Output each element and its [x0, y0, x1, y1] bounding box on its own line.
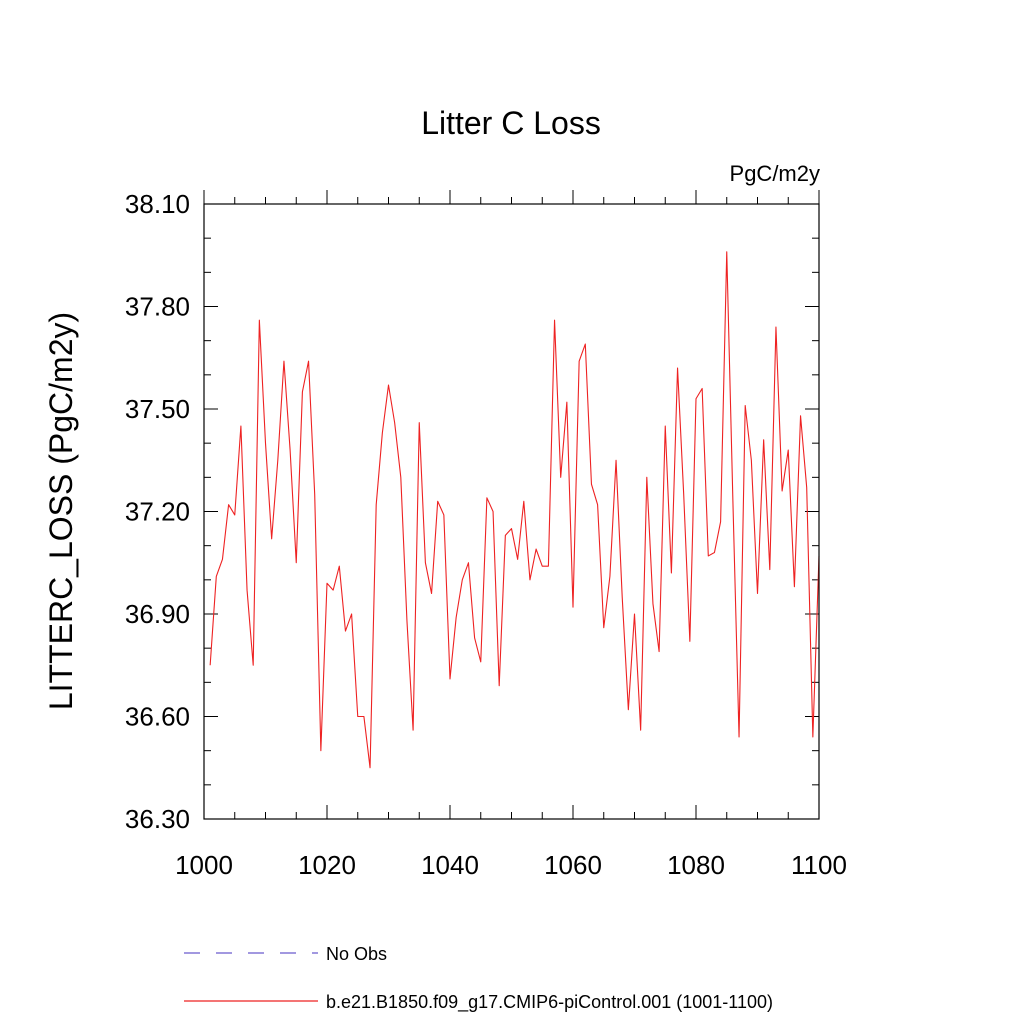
x-tick-label: 1020	[298, 850, 356, 880]
x-tick-label: 1080	[667, 850, 725, 880]
plot-area	[209, 251, 820, 769]
x-tick-label: 1040	[421, 850, 479, 880]
y-tick-label: 38.10	[125, 189, 190, 219]
y-tick-label: 36.60	[125, 702, 190, 732]
x-tick-label: 1000	[175, 850, 233, 880]
units-label: PgC/m2y	[730, 161, 820, 186]
plot-frame	[203, 203, 820, 820]
legend-label-model-run: b.e21.B1850.f09_g17.CMIP6-piControl.001 …	[326, 992, 773, 1013]
y-axis-label: LITTERC_LOSS (PgC/m2y)	[43, 312, 79, 710]
legend-label-no-obs: No Obs	[326, 944, 387, 964]
axis-ticks	[203, 190, 820, 820]
y-tick-label: 37.50	[125, 394, 190, 424]
series-line-model-run	[209, 251, 820, 769]
x-tick-label: 1100	[791, 850, 847, 880]
x-tick-label: 1060	[544, 850, 602, 880]
chart-title: Litter C Loss	[421, 105, 601, 141]
y-tick-label: 37.20	[125, 497, 190, 527]
y-tick-label: 36.90	[125, 599, 190, 629]
y-tick-label: 36.30	[125, 804, 190, 834]
legend: No Obs b.e21.B1850.f09_g17.CMIP6-piContr…	[184, 944, 773, 1013]
tick-labels: 1000 1020 1040 1060 1080 1100 36.30 36.60 36.90 3…	[125, 189, 847, 880]
y-tick-label: 37.80	[125, 292, 190, 322]
